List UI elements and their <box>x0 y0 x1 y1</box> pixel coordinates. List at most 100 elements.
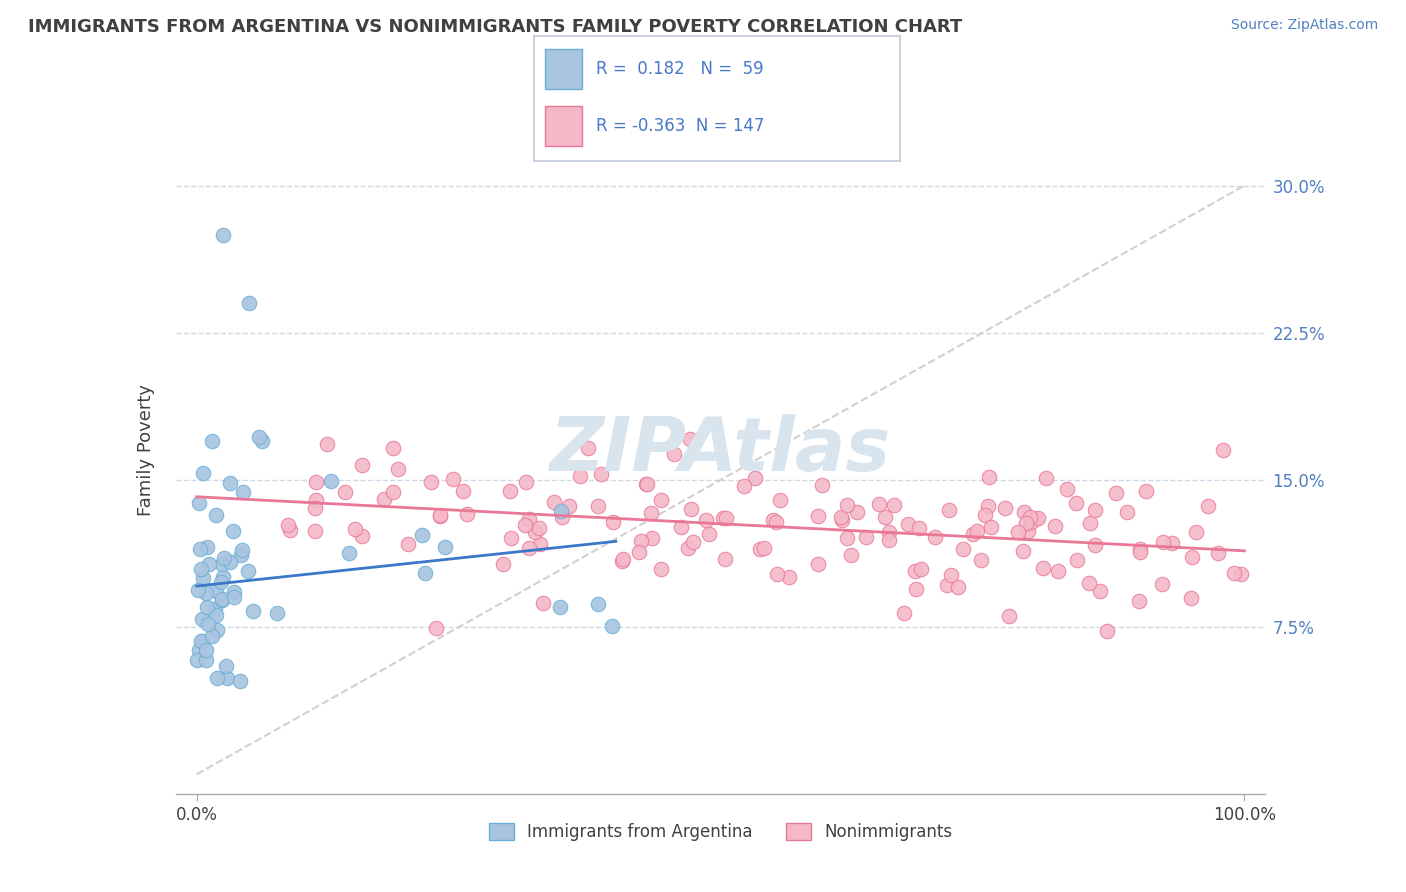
Point <box>1185 524 1208 539</box>
Point <box>877 533 900 547</box>
Point <box>695 513 717 527</box>
Point <box>1078 516 1101 530</box>
Point <box>266 607 288 621</box>
Point <box>429 508 451 523</box>
Point <box>212 551 235 566</box>
Point <box>1129 542 1152 557</box>
Point <box>636 477 658 491</box>
Point <box>1129 544 1152 558</box>
Point <box>278 523 301 537</box>
Point <box>1019 515 1042 529</box>
Point <box>1128 594 1150 608</box>
Point <box>765 515 787 529</box>
Legend: Immigrants from Argentina, Nonimmigrants: Immigrants from Argentina, Nonimmigrants <box>482 816 959 847</box>
Point <box>612 551 634 566</box>
Point <box>1116 505 1139 519</box>
Point <box>807 509 830 524</box>
Point <box>897 516 920 531</box>
Point <box>586 499 609 513</box>
Point <box>576 441 599 455</box>
Point <box>641 531 664 545</box>
Point <box>201 630 224 644</box>
Point <box>523 524 546 539</box>
Point <box>908 521 931 535</box>
Point <box>1084 503 1107 517</box>
Point <box>1056 483 1078 497</box>
Point <box>1015 516 1038 531</box>
Point <box>527 520 550 534</box>
Point <box>1230 567 1253 582</box>
Point <box>679 502 702 516</box>
Point <box>215 672 238 686</box>
Point <box>873 510 896 524</box>
Point <box>319 474 342 488</box>
Point <box>1152 534 1174 549</box>
Point <box>517 541 540 556</box>
Point <box>201 434 224 449</box>
Point <box>204 508 226 522</box>
Point <box>769 493 792 508</box>
Point <box>868 497 890 511</box>
Point <box>228 673 250 688</box>
Text: ZIPAtlas: ZIPAtlas <box>550 414 891 487</box>
Point <box>204 602 226 616</box>
Point <box>589 467 612 482</box>
Point <box>277 518 299 533</box>
Point <box>492 557 515 571</box>
Point <box>936 578 959 592</box>
Point <box>904 564 927 578</box>
Point <box>846 505 869 519</box>
Point <box>1047 564 1070 578</box>
Point <box>1032 561 1054 575</box>
Point <box>247 429 270 443</box>
Point <box>1181 549 1204 564</box>
Point <box>974 508 997 523</box>
Point <box>550 504 572 518</box>
Point <box>191 466 214 480</box>
Point <box>305 475 328 490</box>
Point <box>1078 576 1101 591</box>
Point <box>682 535 704 549</box>
Point <box>548 599 571 614</box>
Point <box>766 566 789 581</box>
Point <box>420 475 443 490</box>
Point <box>749 541 772 556</box>
Point <box>337 546 360 560</box>
Point <box>211 593 233 607</box>
Point <box>222 524 245 538</box>
Point <box>498 483 520 498</box>
Point <box>841 549 863 563</box>
Point <box>962 527 984 541</box>
Point <box>236 564 259 578</box>
Point <box>697 526 720 541</box>
Point <box>762 513 785 527</box>
Point <box>855 531 877 545</box>
Point <box>186 653 208 667</box>
Point <box>994 501 1017 516</box>
Point <box>664 446 686 460</box>
Point <box>387 462 409 476</box>
Point <box>938 503 960 517</box>
Point <box>211 591 233 606</box>
Point <box>194 653 217 667</box>
Point <box>977 499 1000 513</box>
Point <box>1152 577 1174 591</box>
Point <box>242 604 264 618</box>
Point <box>910 562 932 576</box>
Point <box>453 484 475 499</box>
Point <box>212 570 235 584</box>
Point <box>456 508 478 522</box>
Point <box>778 570 800 584</box>
Point <box>807 558 830 572</box>
Point <box>193 571 215 585</box>
Point <box>948 580 970 594</box>
Point <box>1088 583 1111 598</box>
Point <box>501 531 523 545</box>
Point <box>515 475 537 490</box>
Point <box>425 621 447 635</box>
FancyBboxPatch shape <box>546 49 582 89</box>
Point <box>1012 505 1035 519</box>
Point <box>188 643 211 657</box>
Point <box>1223 566 1246 580</box>
Point <box>671 520 693 534</box>
